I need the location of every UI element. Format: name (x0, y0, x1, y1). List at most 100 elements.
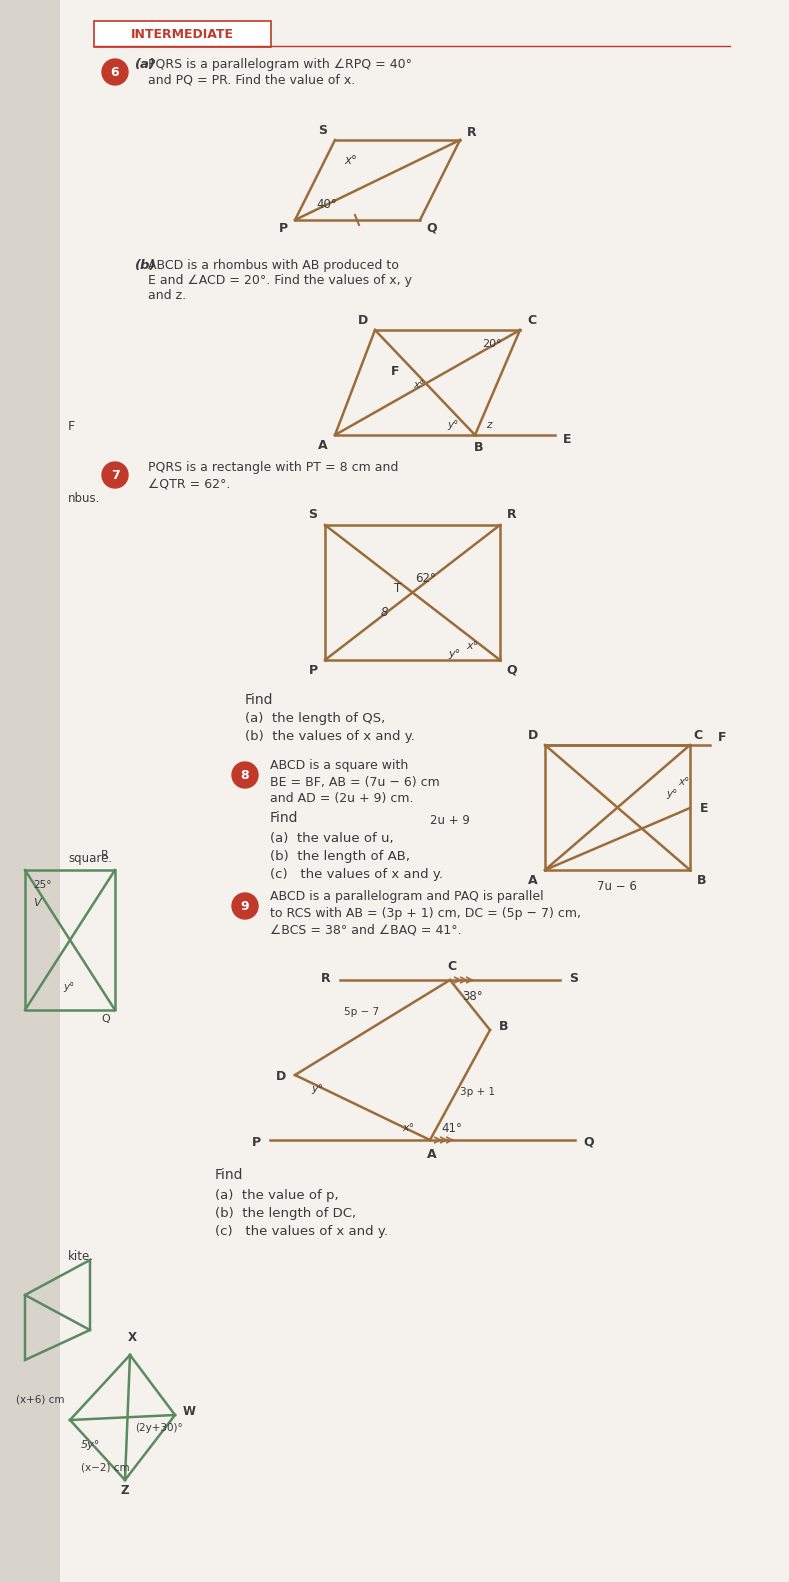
Text: PQRS is a parallelogram with ∠RPQ = 40°: PQRS is a parallelogram with ∠RPQ = 40° (148, 57, 412, 71)
Text: 7: 7 (110, 468, 119, 481)
Text: 20°: 20° (482, 339, 502, 350)
Text: Q: Q (427, 221, 437, 234)
Text: R: R (101, 850, 109, 861)
Text: and AD = (2u + 9) cm.: and AD = (2u + 9) cm. (270, 791, 413, 805)
Text: C: C (694, 728, 702, 742)
Text: (a): (a) (135, 57, 156, 71)
Text: 6: 6 (110, 65, 119, 79)
Text: (b)  the length of AB,: (b) the length of AB, (270, 850, 410, 862)
Text: nbus.: nbus. (68, 492, 100, 505)
Text: ABCD is a parallelogram and PAQ is parallel: ABCD is a parallelogram and PAQ is paral… (270, 889, 544, 902)
Text: Find: Find (215, 1168, 244, 1182)
Text: ∠BCS = 38° and ∠BAQ = 41°.: ∠BCS = 38° and ∠BAQ = 41°. (270, 924, 462, 937)
Text: S: S (319, 123, 327, 136)
Text: F: F (718, 731, 726, 744)
Text: R: R (507, 508, 517, 522)
Text: P: P (252, 1136, 260, 1149)
Text: 2u + 9: 2u + 9 (430, 813, 470, 826)
Text: 8: 8 (241, 769, 249, 782)
Text: F: F (391, 364, 399, 378)
Text: Find: Find (245, 693, 274, 707)
Text: and z.: and z. (148, 288, 186, 302)
Circle shape (102, 59, 128, 85)
Text: y°: y° (448, 649, 460, 660)
Text: W: W (182, 1405, 196, 1417)
Text: S: S (570, 971, 578, 984)
Text: B: B (697, 873, 707, 886)
Text: R: R (321, 971, 331, 984)
Text: (a)  the value of u,: (a) the value of u, (270, 832, 394, 845)
Text: C: C (447, 960, 457, 973)
Circle shape (232, 763, 258, 788)
Text: A: A (528, 873, 538, 886)
Text: 40°: 40° (316, 198, 338, 210)
Text: 62°: 62° (416, 571, 436, 584)
Text: Find: Find (270, 812, 298, 824)
Text: PQRS is a rectangle with PT = 8 cm and: PQRS is a rectangle with PT = 8 cm and (148, 460, 398, 473)
Text: Q: Q (507, 663, 518, 677)
FancyBboxPatch shape (94, 21, 271, 47)
Text: kite.: kite. (68, 1250, 94, 1262)
Text: 5y°: 5y° (80, 1440, 99, 1451)
Text: (a)  the length of QS,: (a) the length of QS, (245, 712, 385, 725)
Text: E: E (700, 802, 709, 815)
Text: Q: Q (584, 1136, 594, 1149)
Text: P: P (308, 663, 317, 677)
Text: (x−2) cm: (x−2) cm (80, 1462, 129, 1471)
Text: R: R (467, 125, 477, 139)
Text: E: E (563, 432, 571, 446)
Text: y°: y° (667, 789, 678, 799)
Text: Q: Q (101, 1014, 110, 1024)
Text: F: F (68, 419, 75, 433)
Text: x°: x° (413, 380, 424, 391)
Text: 3p + 1: 3p + 1 (461, 1087, 495, 1096)
Text: S: S (308, 508, 317, 522)
Text: D: D (276, 1071, 286, 1084)
Text: V: V (33, 899, 40, 908)
Text: x°: x° (466, 641, 478, 652)
Text: BE = BF, AB = (7u − 6) cm: BE = BF, AB = (7u − 6) cm (270, 775, 439, 788)
Text: (c)   the values of x and y.: (c) the values of x and y. (215, 1226, 388, 1239)
Text: to RCS with AB = (3p + 1) cm, DC = (5p − 7) cm,: to RCS with AB = (3p + 1) cm, DC = (5p −… (270, 906, 581, 919)
Text: (c)   the values of x and y.: (c) the values of x and y. (270, 867, 443, 881)
Text: B: B (499, 1019, 509, 1033)
Text: 7u − 6: 7u − 6 (597, 880, 637, 892)
Text: Z: Z (121, 1484, 129, 1497)
Text: B: B (474, 440, 484, 454)
Text: (x+6) cm: (x+6) cm (16, 1394, 64, 1403)
Text: y°: y° (447, 419, 458, 430)
Text: x°: x° (679, 777, 690, 786)
Text: 8: 8 (380, 606, 387, 619)
Text: (2y+30)°: (2y+30)° (135, 1422, 183, 1433)
Text: square.: square. (68, 853, 112, 865)
Text: x°: x° (402, 1123, 414, 1133)
Text: D: D (528, 728, 538, 742)
Text: (b)  the length of DC,: (b) the length of DC, (215, 1207, 356, 1220)
Text: ABCD is a rhombus with AB produced to: ABCD is a rhombus with AB produced to (148, 258, 399, 272)
Text: (b): (b) (135, 258, 156, 272)
Text: 41°: 41° (442, 1122, 462, 1134)
Text: (b)  the values of x and y.: (b) the values of x and y. (245, 729, 415, 742)
Text: x°: x° (345, 153, 357, 166)
Text: D: D (358, 313, 368, 326)
Text: ABCD is a square with: ABCD is a square with (270, 758, 408, 772)
Circle shape (232, 892, 258, 919)
Text: and PQ = PR. Find the value of x.: and PQ = PR. Find the value of x. (148, 73, 355, 87)
Text: INTERMEDIATE: INTERMEDIATE (131, 27, 234, 41)
Bar (0, 0, 60, 1582)
Text: T: T (394, 582, 402, 595)
Text: 5p − 7: 5p − 7 (345, 1008, 380, 1017)
Text: C: C (527, 313, 537, 326)
Text: y°: y° (311, 1084, 323, 1095)
Text: E and ∠ACD = 20°. Find the values of x, y: E and ∠ACD = 20°. Find the values of x, … (148, 274, 412, 286)
Text: A: A (318, 438, 327, 451)
Text: y°: y° (63, 982, 74, 992)
Text: 9: 9 (241, 900, 249, 913)
Text: P: P (279, 221, 287, 234)
Text: 25°: 25° (33, 880, 51, 891)
Text: ∠QTR = 62°.: ∠QTR = 62°. (148, 478, 230, 490)
Text: z: z (486, 419, 492, 430)
Text: 38°: 38° (462, 989, 482, 1003)
Circle shape (102, 462, 128, 487)
Text: X: X (128, 1330, 136, 1345)
